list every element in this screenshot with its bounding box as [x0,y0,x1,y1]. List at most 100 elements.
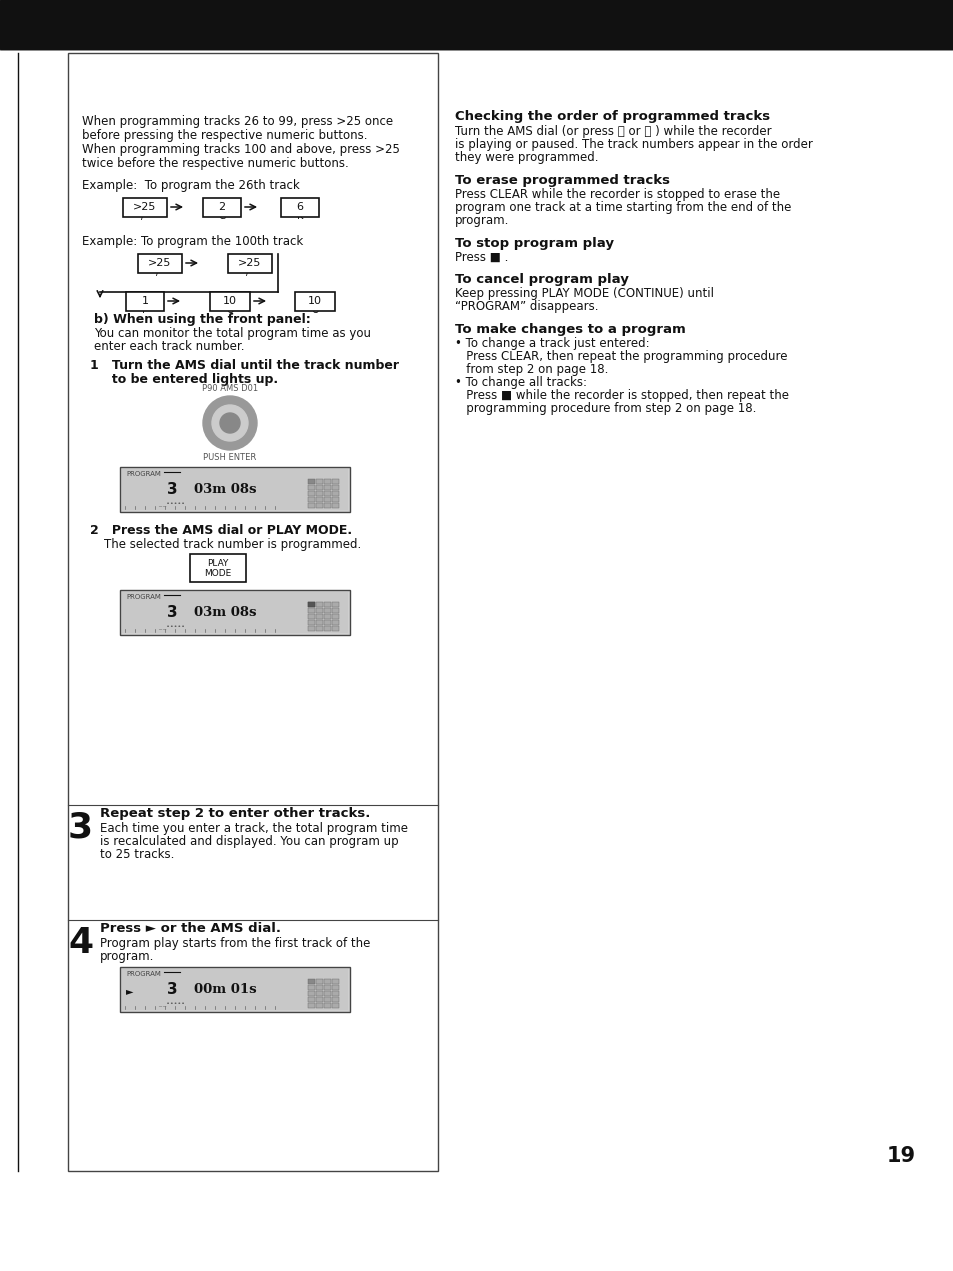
Text: When programming tracks 100 and above, press >25: When programming tracks 100 and above, p… [82,144,399,156]
Text: >25: >25 [238,258,261,268]
Bar [332,1003,338,1008]
Bar [324,608,331,613]
Bar [203,197,241,216]
Bar [315,479,323,484]
Bar [324,627,331,630]
Bar [324,503,331,508]
Text: • To change all tracks:: • To change all tracks: [455,376,586,389]
Bar [308,497,314,502]
Text: Each time you enter a track, the total program time: Each time you enter a track, the total p… [100,822,408,835]
Text: /: / [246,267,250,277]
Text: To erase programmed tracks: To erase programmed tracks [455,174,669,187]
Bar [138,253,182,272]
Bar [332,991,338,996]
Text: You can monitor the total program time as you: You can monitor the total program time a… [94,327,371,341]
Bar [308,996,314,1002]
Text: G: G [218,211,226,221]
Bar [324,985,331,990]
Bar [308,602,314,608]
Text: to 25 tracks.: to 25 tracks. [100,848,174,860]
Text: 00m 01s: 00m 01s [193,982,256,996]
Bar [332,479,338,484]
Text: _ _•••••: _ _••••• [158,502,185,507]
Text: To cancel program play: To cancel program play [455,273,628,286]
Bar [308,979,314,984]
Bar [315,1003,323,1008]
Bar [315,491,323,496]
Bar [332,503,338,508]
Bar [332,491,338,496]
Text: Press CLEAR, then repeat the programming procedure: Press CLEAR, then repeat the programming… [455,350,786,364]
Bar [324,614,331,619]
Text: 3: 3 [167,605,177,620]
Text: O: O [311,305,318,315]
Bar [308,614,314,619]
Text: • To change a track just entered:: • To change a track just entered: [455,337,649,350]
Bar [324,491,331,496]
Text: Checking the order of programmed tracks: Checking the order of programmed tracks [455,111,769,123]
Text: The selected track number is programmed.: The selected track number is programmed. [104,538,361,552]
Bar [122,969,348,1010]
Text: 3: 3 [68,811,93,845]
Bar [315,497,323,502]
Text: Turn the AMS dial (or press ⏮ or ⏭ ) while the recorder: Turn the AMS dial (or press ⏮ or ⏭ ) whi… [455,125,771,139]
Text: /: / [141,211,145,221]
Bar [324,486,331,491]
Text: 2   Press the AMS dial or PLAY MODE.: 2 Press the AMS dial or PLAY MODE. [90,524,352,538]
Text: is recalculated and displayed. You can program up: is recalculated and displayed. You can p… [100,835,398,848]
Text: _ _•••••: _ _••••• [158,625,185,630]
Bar [126,291,164,310]
Text: Keep pressing PLAY MODE (CONTINUE) until: Keep pressing PLAY MODE (CONTINUE) until [455,287,713,300]
Text: 03m 08s: 03m 08s [193,483,256,496]
Bar [315,996,323,1002]
Bar [324,1003,331,1008]
Bar [68,53,437,1171]
Bar [308,1003,314,1008]
Bar [332,620,338,625]
Bar [324,991,331,996]
Bar [308,991,314,996]
Bar [315,991,323,996]
Text: O: O [226,305,233,315]
Bar [315,486,323,491]
Bar [122,592,348,633]
Text: P90 AMS D01: P90 AMS D01 [202,384,258,393]
Text: 1: 1 [141,296,149,306]
Text: Example: To program the 100th track: Example: To program the 100th track [82,235,303,248]
Text: 2: 2 [218,202,225,212]
Text: PROGRAM: PROGRAM [126,472,161,477]
Text: “PROGRAM” disappears.: “PROGRAM” disappears. [455,300,598,313]
Text: >25: >25 [148,258,172,268]
Bar [122,469,348,510]
Text: To make changes to a program: To make changes to a program [455,323,685,336]
Text: Press ► or the AMS dial.: Press ► or the AMS dial. [100,921,281,935]
Bar [332,486,338,491]
Bar [324,479,331,484]
Text: Press ■ while the recorder is stopped, then repeat the: Press ■ while the recorder is stopped, t… [455,389,788,402]
Bar [332,985,338,990]
Text: Example:  To program the 26th track: Example: To program the 26th track [82,179,299,192]
Bar [315,979,323,984]
Bar [315,627,323,630]
Bar [120,967,350,1012]
Bar [308,486,314,491]
Bar [332,627,338,630]
Bar [308,479,314,484]
Bar [324,996,331,1002]
Text: program.: program. [455,214,509,228]
Bar [308,602,314,608]
Text: >25: >25 [133,202,156,212]
Bar [315,608,323,613]
Text: to be entered lights up.: to be entered lights up. [90,372,278,386]
Text: from step 2 on page 18.: from step 2 on page 18. [455,364,608,376]
Text: programming procedure from step 2 on page 18.: programming procedure from step 2 on pag… [455,402,756,416]
Circle shape [220,413,240,433]
Text: 19: 19 [886,1146,915,1166]
Text: K: K [296,211,303,221]
Bar [308,985,314,990]
Bar [315,620,323,625]
Text: 4: 4 [68,927,93,960]
Text: PROGRAM: PROGRAM [126,594,161,600]
Text: PLAY: PLAY [207,559,229,568]
Bar [332,608,338,613]
